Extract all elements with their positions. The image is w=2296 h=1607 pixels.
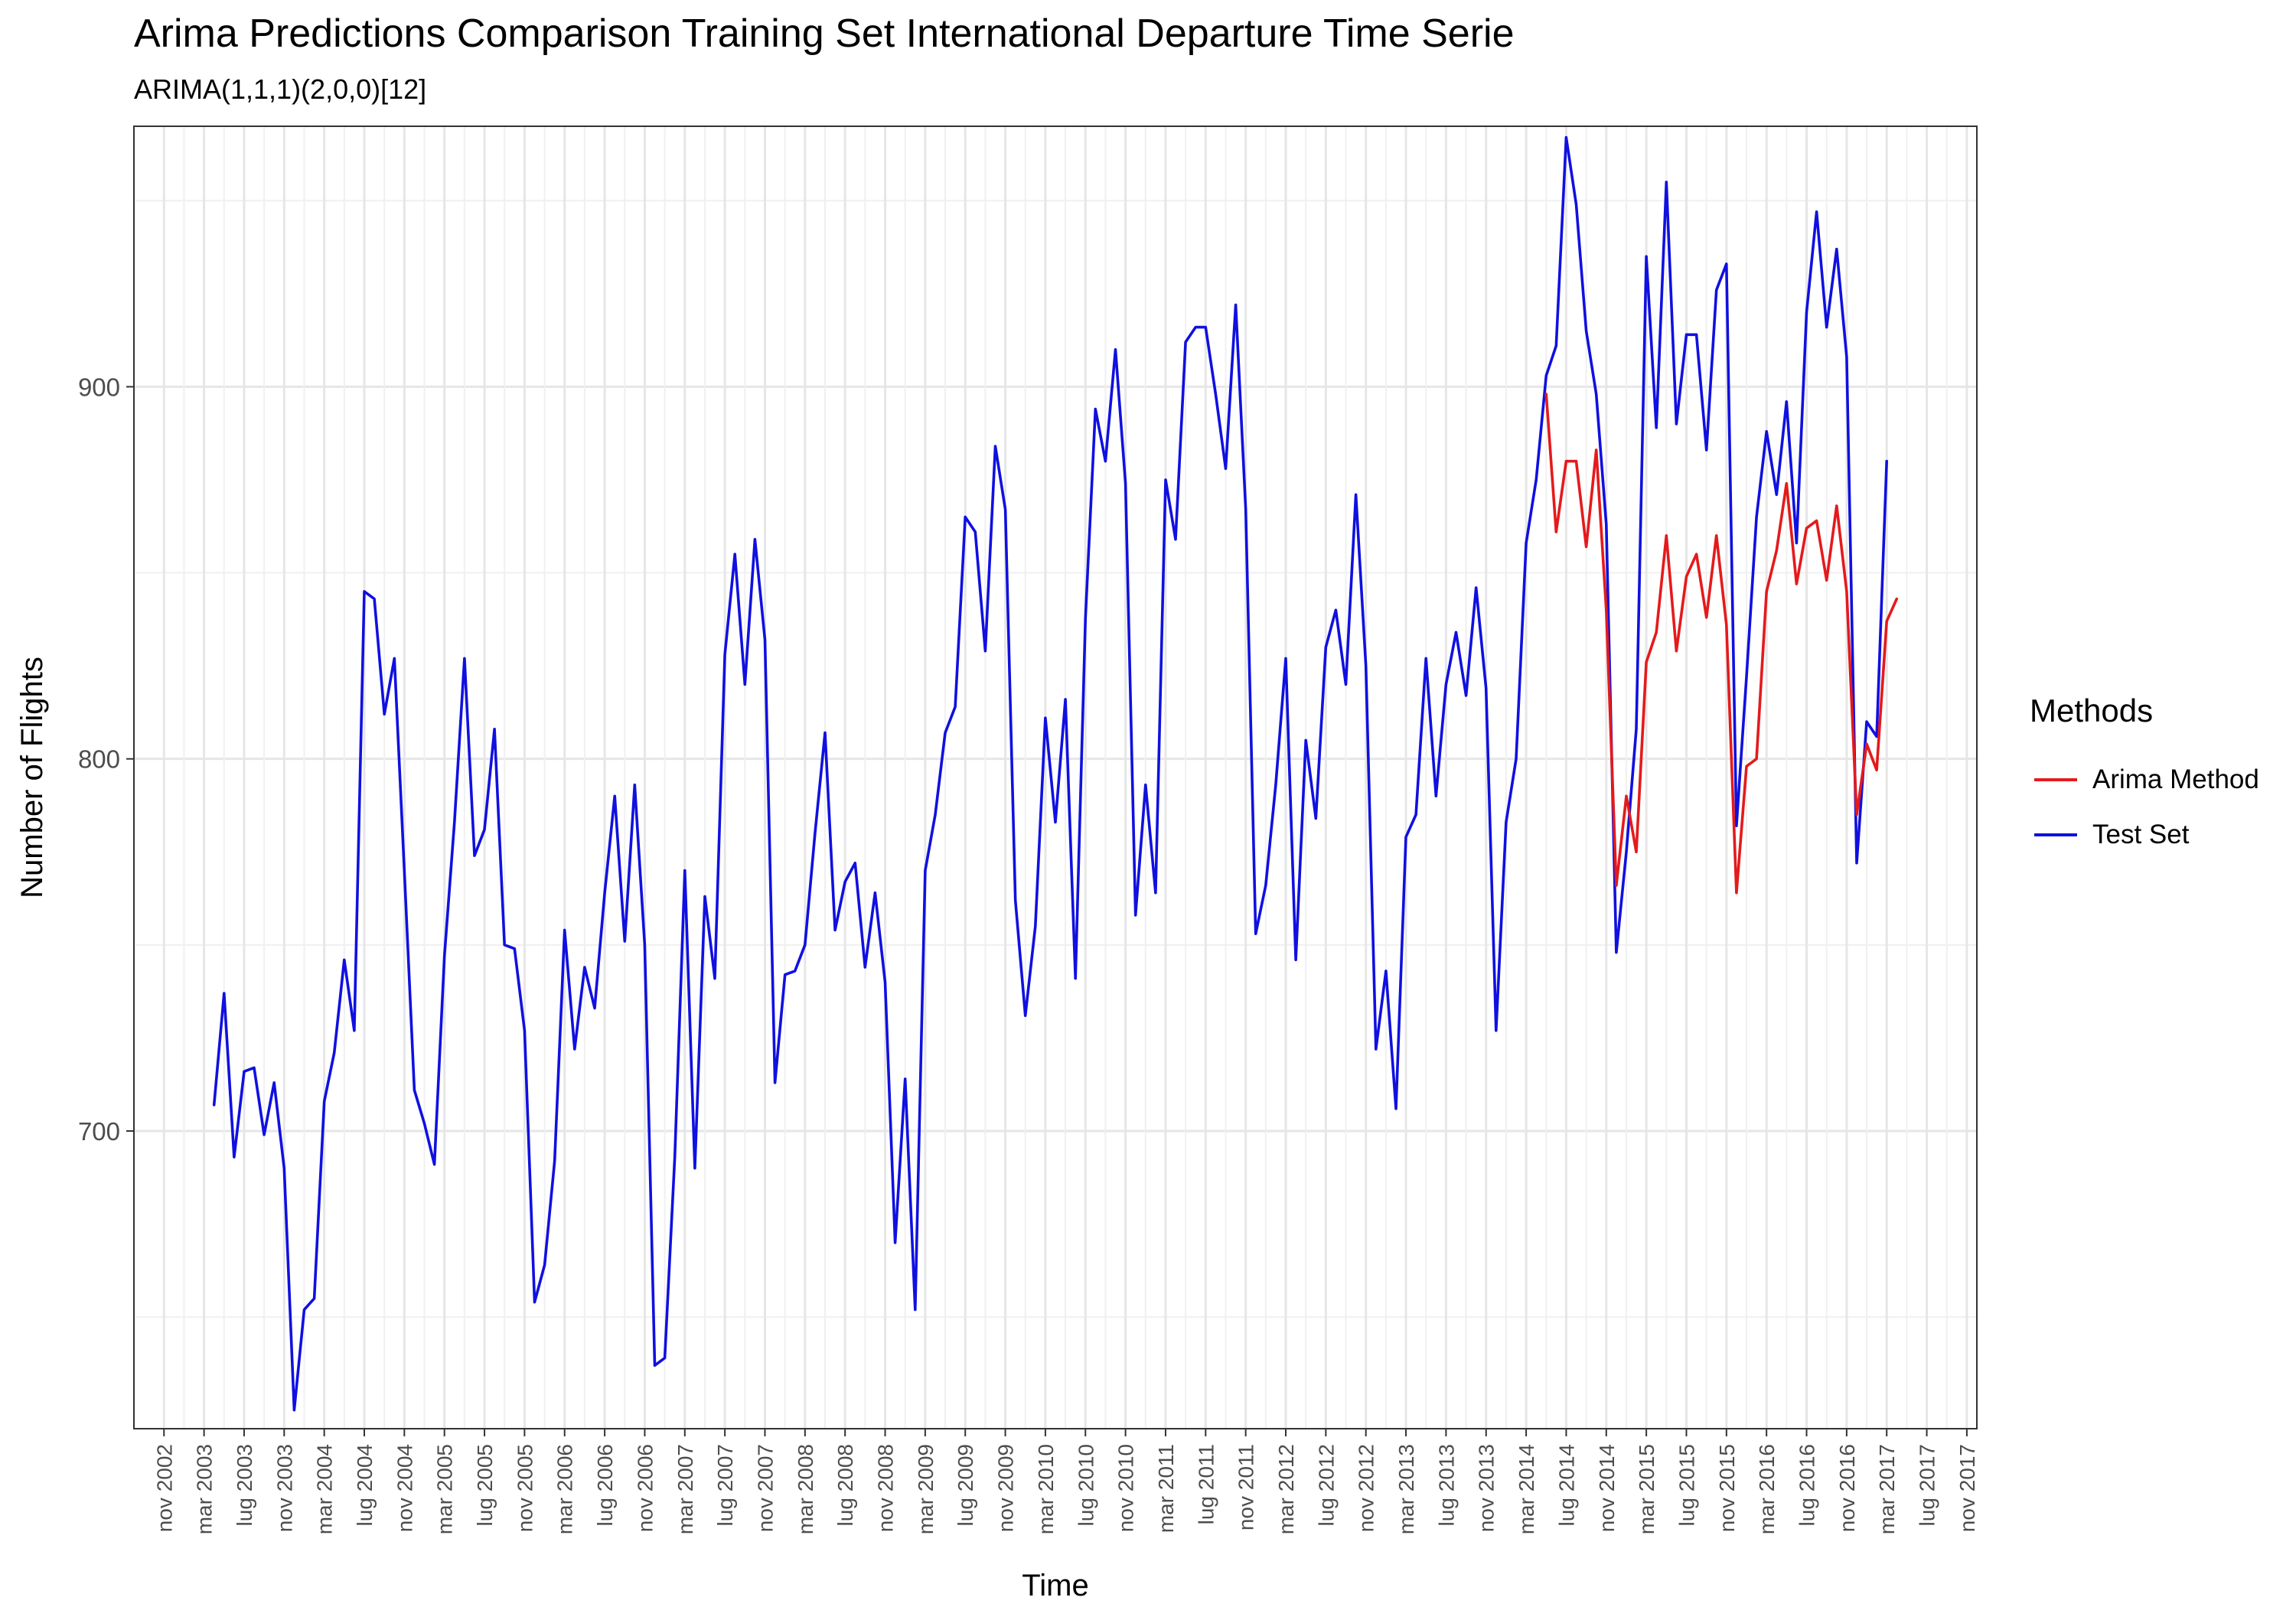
x-tick-label: mar 2004 [313, 1444, 337, 1534]
x-tick-label: nov 2004 [393, 1444, 416, 1532]
x-tick-label: mar 2005 [433, 1444, 457, 1534]
x-tick-label: lug 2012 [1314, 1444, 1338, 1526]
x-tick-label: lug 2009 [954, 1444, 977, 1526]
x-tick-label: nov 2009 [994, 1444, 1018, 1532]
x-tick-label: lug 2004 [353, 1444, 377, 1526]
x-tick-label: mar 2003 [193, 1444, 217, 1534]
axis-layer: 700 800 900 nov 2002 mar 2003 lug 2003 nov 200… [78, 373, 1979, 1534]
x-tick-label: lug 2006 [593, 1444, 617, 1526]
legend-label-arima: Arima Method [2092, 764, 2259, 794]
x-tick-label: nov 2013 [1475, 1444, 1499, 1532]
x-tick-label: nov 2017 [1955, 1444, 1979, 1532]
x-tick-label: mar 2015 [1635, 1444, 1658, 1534]
x-tick-label: nov 2008 [874, 1444, 898, 1532]
x-tick-label: nov 2010 [1114, 1444, 1138, 1532]
legend-swatch-arima [2034, 778, 2077, 781]
x-tick-label: mar 2012 [1274, 1444, 1298, 1534]
x-axis-title: Time [1022, 1569, 1088, 1602]
x-tick-label: nov 2003 [272, 1444, 296, 1532]
x-tick-label: nov 2007 [753, 1444, 777, 1532]
plot-background [134, 126, 1977, 1429]
x-tick-label: nov 2014 [1595, 1444, 1619, 1532]
y-axis-title: Number of Flights [15, 657, 49, 898]
x-tick-label: lug 2005 [473, 1444, 497, 1526]
x-tick-label: lug 2017 [1916, 1444, 1939, 1526]
x-tick-label: nov 2016 [1835, 1444, 1859, 1532]
x-tick-label: mar 2011 [1154, 1444, 1178, 1533]
grid-layer [134, 126, 1977, 1429]
legend-item-test-set: Test Set [2030, 807, 2259, 862]
x-tick-label: mar 2007 [673, 1444, 697, 1534]
legend-swatch-test-set [2034, 833, 2077, 836]
chart-title: Arima Predictions Comparison Training Se… [134, 11, 1515, 56]
series-line-arima-method [1544, 393, 1899, 895]
legend-label-test-set: Test Set [2092, 820, 2190, 849]
x-tick-label: lug 2007 [713, 1444, 737, 1526]
y-tick-label: 900 [78, 373, 120, 401]
x-tick-label: lug 2013 [1434, 1444, 1458, 1526]
x-tick-label: lug 2016 [1795, 1444, 1819, 1526]
x-tick-label: nov 2002 [152, 1444, 176, 1532]
x-tick-label: lug 2011 [1194, 1444, 1218, 1524]
x-tick-label: nov 2005 [513, 1444, 536, 1532]
x-tick-label: mar 2009 [914, 1444, 938, 1534]
series-layer [212, 135, 1899, 1412]
y-tick-label: 700 [78, 1117, 120, 1146]
x-tick-label: mar 2010 [1034, 1444, 1058, 1534]
series-line-test-set [212, 135, 1888, 1412]
legend-title: Methods [2030, 693, 2154, 729]
x-tick-label: nov 2015 [1715, 1444, 1739, 1532]
x-tick-label: lug 2014 [1554, 1444, 1578, 1526]
x-tick-label: mar 2008 [794, 1444, 817, 1534]
plot-panel [133, 125, 1978, 1429]
x-tick-label: lug 2008 [833, 1444, 857, 1526]
x-tick-label: nov 2012 [1355, 1444, 1378, 1532]
x-tick-label: lug 2015 [1675, 1444, 1698, 1526]
x-tick-label: nov 2011 [1234, 1444, 1258, 1530]
x-tick-label: mar 2006 [553, 1444, 577, 1534]
x-tick-label: lug 2003 [233, 1444, 256, 1526]
x-tick-label: nov 2006 [633, 1444, 657, 1532]
legend-item-arima: Arima Method [2030, 752, 2259, 807]
y-tick-label: 800 [78, 745, 120, 774]
x-tick-label: mar 2017 [1875, 1444, 1899, 1534]
x-tick-label: mar 2014 [1515, 1444, 1538, 1534]
x-tick-label: mar 2016 [1755, 1444, 1779, 1534]
legend: Methods Arima Method Test Set [2030, 693, 2259, 862]
chart-subtitle: ARIMA(1,1,1)(2,0,0)[12] [134, 73, 427, 105]
x-tick-label: mar 2013 [1394, 1444, 1418, 1534]
x-tick-label: lug 2010 [1074, 1444, 1097, 1526]
